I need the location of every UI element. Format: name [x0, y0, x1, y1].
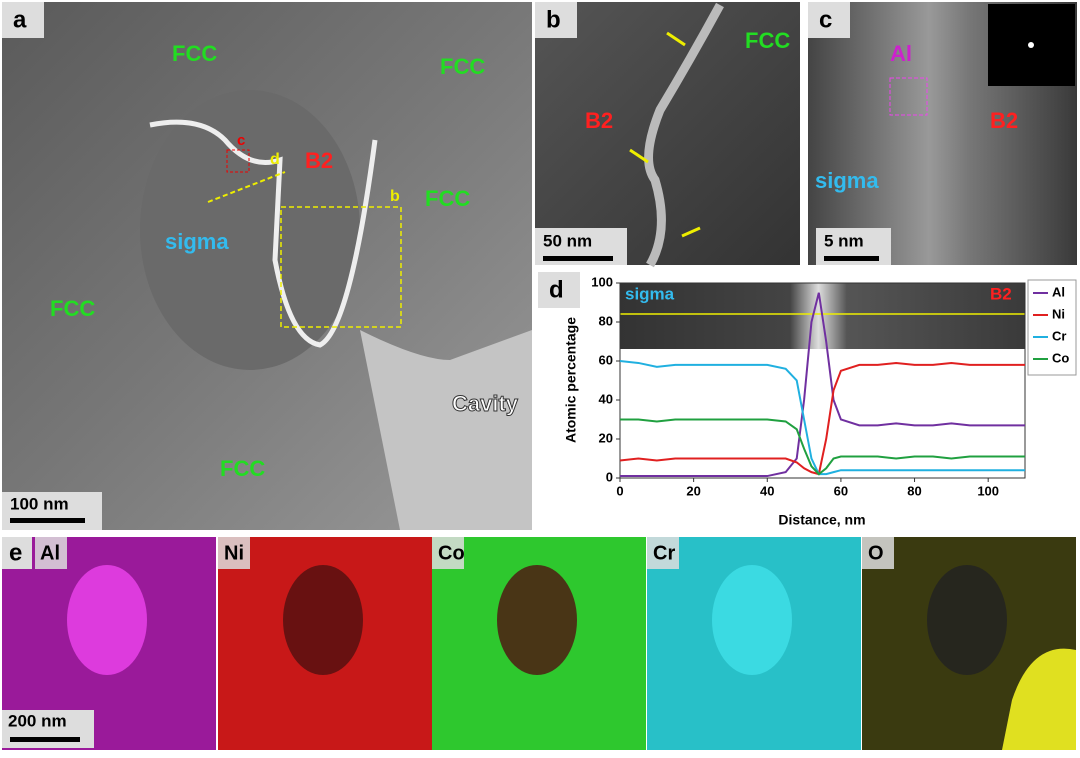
arrow	[629, 148, 649, 164]
micrograph-b	[535, 2, 800, 265]
legend-label: Ni	[1052, 306, 1065, 321]
phase-label: FCC	[220, 456, 265, 481]
roi	[280, 206, 402, 328]
map-label: Al	[40, 542, 60, 564]
map-label: Co	[438, 542, 465, 564]
x-tick-label: 40	[760, 483, 774, 498]
oxide	[1002, 648, 1076, 750]
phase-label: B2	[990, 108, 1018, 133]
series-line	[620, 292, 1025, 478]
grain	[927, 565, 1007, 675]
eds-maps: Al Ni Co Cr O	[2, 537, 1076, 750]
plot-frame	[619, 282, 1026, 479]
x-tick-label: 100	[977, 483, 999, 498]
y-tick-label: 0	[606, 469, 613, 484]
letter-box	[808, 2, 850, 38]
x-tick-label: 0	[616, 483, 623, 498]
map-label: O	[868, 542, 884, 564]
grain	[67, 565, 147, 675]
fft-spot	[1028, 42, 1034, 48]
grain	[283, 565, 363, 675]
inset-label: B2	[990, 284, 1012, 303]
line-chart: d sigma B2 Distance, nm Atomic percentag…	[538, 272, 1077, 528]
y-tick-label: 20	[599, 430, 613, 445]
phase-label: FCC	[172, 41, 217, 66]
legend-label: Co	[1052, 350, 1069, 365]
phase-label: Al	[890, 41, 912, 66]
grain	[712, 565, 792, 675]
phase-label: FCC	[425, 186, 470, 211]
map-label-box	[647, 537, 679, 569]
phase-label: FCC	[440, 54, 485, 79]
arrow	[666, 31, 686, 47]
scale-text: 200 nm	[8, 711, 67, 730]
letter-box	[538, 272, 580, 308]
grain	[140, 90, 360, 370]
phase-label: FCC	[745, 28, 790, 53]
letter-box	[2, 2, 44, 38]
scale-box	[2, 492, 102, 530]
x-tick-label: 20	[686, 483, 700, 498]
map-label: Cr	[653, 542, 675, 564]
panel-letter: b	[546, 6, 561, 33]
legend-label: Al	[1052, 284, 1065, 299]
map-label-box	[35, 537, 67, 569]
grain	[497, 565, 577, 675]
boundary	[644, 2, 724, 268]
legend-label: Cr	[1052, 328, 1066, 343]
roi	[889, 77, 928, 116]
scale-bar	[10, 518, 85, 523]
y-axis-title: Atomic percentage	[563, 317, 579, 443]
cavity-region	[360, 330, 532, 530]
series-line	[620, 418, 1025, 476]
phase-label: B2	[585, 108, 613, 133]
scale-bar	[824, 256, 879, 261]
map-label: Ni	[224, 542, 244, 564]
panel-letter: c	[819, 6, 832, 33]
panel-letter: e	[9, 539, 22, 566]
map-label-box	[218, 537, 250, 569]
x-tick-label: 60	[834, 483, 848, 498]
y-tick-label: 100	[591, 274, 613, 289]
phase-label: FCC	[50, 296, 95, 321]
y-tick-label: 40	[599, 391, 613, 406]
scale-text: 5 nm	[824, 231, 864, 250]
phase-label: sigma	[815, 168, 879, 193]
x-tick-label: 80	[907, 483, 921, 498]
scale-bar	[543, 256, 613, 261]
line-scan	[207, 171, 286, 203]
scale-text: 50 nm	[543, 231, 592, 250]
x-axis-title: Distance, nm	[778, 512, 865, 528]
y-tick-label: 60	[599, 352, 613, 367]
scale-bar	[10, 737, 80, 742]
marker: c	[237, 132, 245, 149]
phase-label: Cavity	[452, 391, 519, 416]
panel-letter: d	[549, 276, 564, 303]
panel-letter: a	[13, 6, 27, 33]
phase-label: sigma	[165, 229, 229, 254]
letter-box	[2, 537, 32, 569]
roi	[226, 149, 250, 173]
scale-text: 100 nm	[10, 494, 69, 513]
y-tick-label: 80	[599, 313, 613, 328]
letter-box	[535, 2, 577, 38]
marker: d	[270, 151, 280, 168]
map-label-box	[862, 537, 894, 569]
inset-label: sigma	[625, 284, 675, 303]
marker: b	[390, 188, 400, 205]
map-label-box	[432, 537, 464, 569]
phase-label: B2	[305, 148, 333, 173]
arrow	[681, 226, 701, 238]
